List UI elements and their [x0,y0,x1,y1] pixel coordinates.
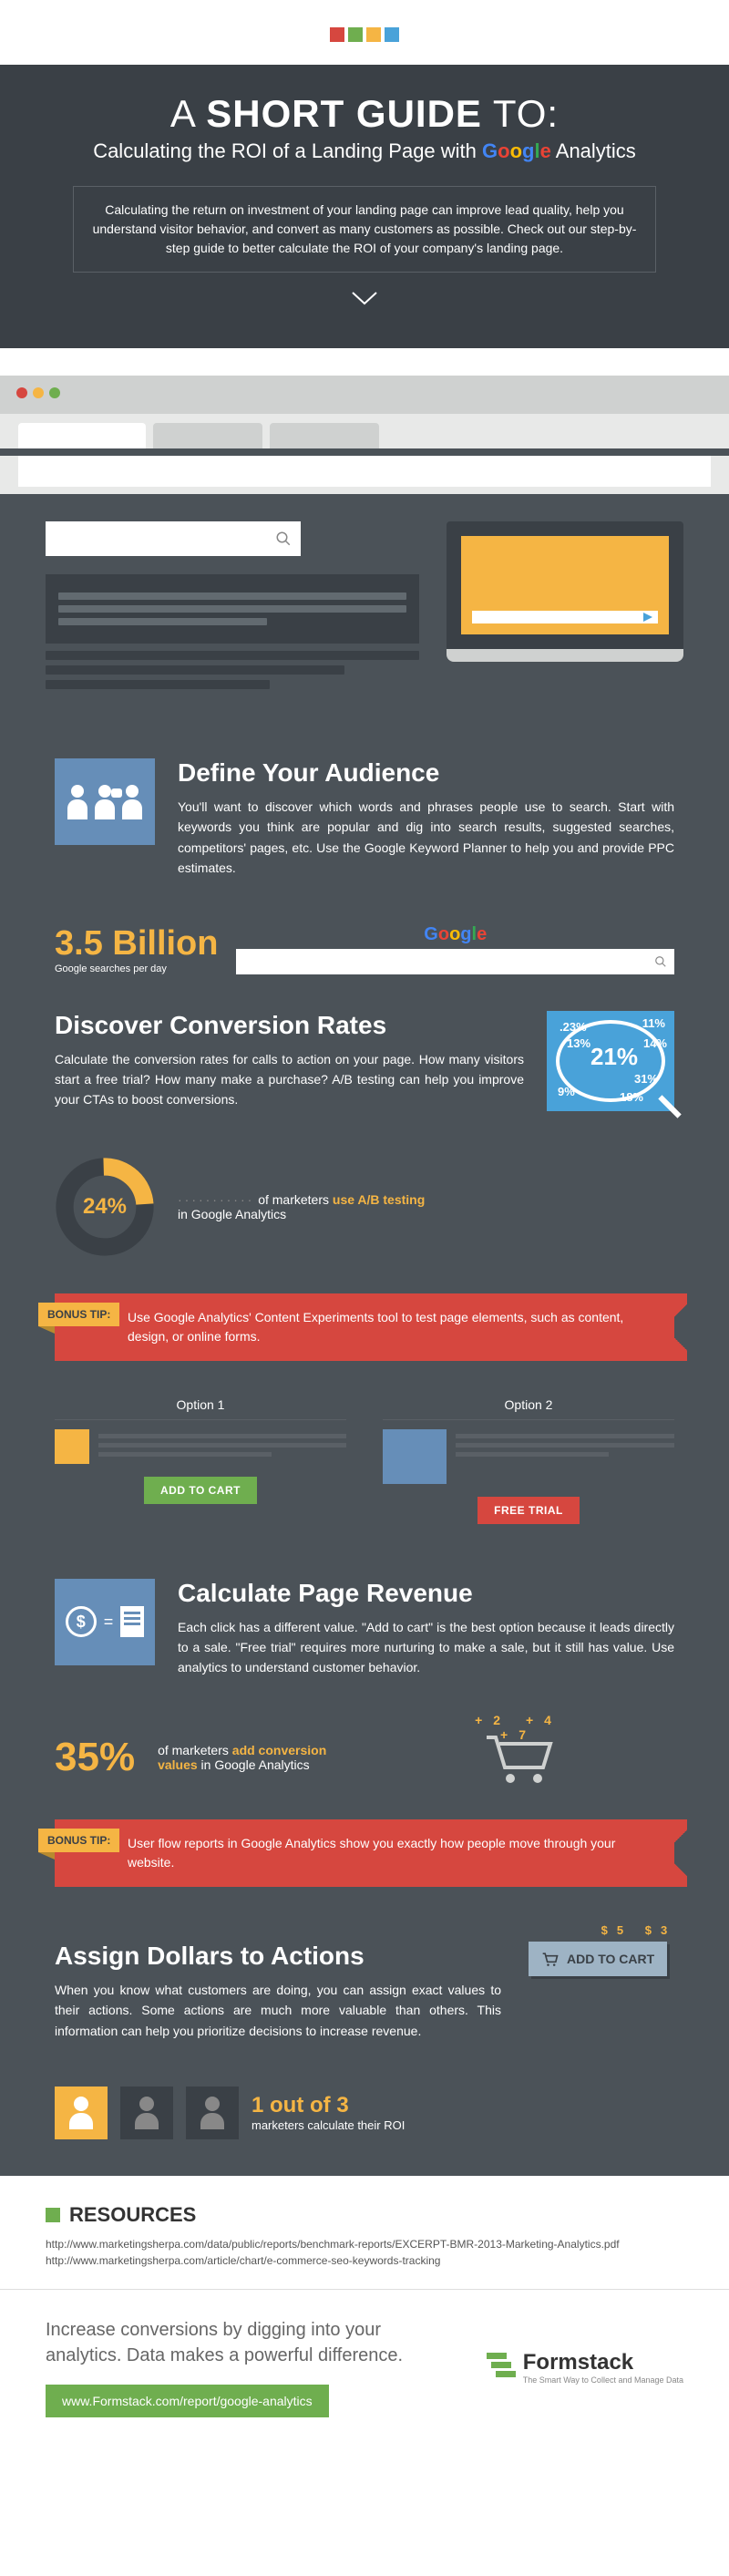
audience-body: You'll want to discover which words and … [178,797,674,879]
resource-link: http://www.marketingsherpa.com/data/publ… [46,2238,683,2251]
browser-tabs [0,414,729,448]
resource-link: http://www.marketingsherpa.com/article/c… [46,2254,683,2267]
resources-section: RESOURCES http://www.marketingsherpa.com… [0,2176,729,2289]
audience-icon [55,758,155,845]
option1-label: Option 1 [55,1397,346,1420]
options-row: Option 1 ADD TO CART Option 2 FREE TRIAL [0,1388,729,1551]
person-icon [120,2087,173,2139]
google-searchbar-icon [236,949,674,974]
resources-title: RESOURCES [46,2203,683,2227]
cart-icon: +2 +4 +7 [363,1724,674,1792]
google-logo: Google [236,924,674,945]
add-to-cart-badge: $5 $3 ADD TO CART [529,1942,667,1976]
donut-chart: 24% [55,1157,155,1257]
subtitle: Calculating the ROI of a Landing Page wi… [36,139,693,163]
person-icon [186,2087,239,2139]
color-dots [0,0,729,65]
assign-title: Assign Dollars to Actions [55,1942,501,1971]
bonus-tip-1: BONUS TIP: Use Google Analytics' Content… [55,1293,674,1361]
bonus-tip-2: BONUS TIP: User flow reports in Google A… [55,1819,674,1887]
magnifier-percents-icon: 21% .23% 11% 13% 14% 31% 9% 18% [547,1011,674,1111]
conversion-body: Calculate the conversion rates for calls… [55,1049,524,1110]
traffic-lights [16,386,713,403]
revenue-body: Each click has a different value. "Add t… [178,1617,674,1678]
person-icon [55,2087,108,2139]
free-trial-button[interactable]: FREE TRIAL [477,1497,580,1524]
section-assign: Assign Dollars to Actions When you know … [0,1914,729,2068]
chevron-down-icon [36,291,693,312]
footer-tagline: Increase conversions by digging into you… [46,2317,459,2368]
section-revenue: $= Calculate Page Revenue Each click has… [0,1551,729,1705]
header: A SHORT GUIDE TO: Calculating the ROI of… [0,65,729,348]
footer-url-button[interactable]: www.Formstack.com/report/google-analytic… [46,2385,329,2417]
main-title: A SHORT GUIDE TO: [36,92,693,136]
donut-stat: 24% ··········· of marketers use A/B tes… [0,1129,729,1284]
option2-label: Option 2 [383,1397,674,1420]
section-conversion: Discover Conversion Rates Calculate the … [0,993,729,1129]
assign-body: When you know what customers are doing, … [55,1980,501,2041]
people-stat: 1 out of 3 marketers calculate their ROI [0,2068,729,2176]
google-word: Google [482,139,551,162]
laptop-icon [447,521,683,662]
formstack-logo: Formstack The Smart Way to Collect and M… [487,2350,683,2385]
revenue-title: Calculate Page Revenue [178,1579,674,1608]
stat-searches: 3.5 Billion Google searches per day Goog… [0,906,729,993]
audience-title: Define Your Audience [178,758,674,788]
revenue-icon: $= [55,1579,155,1665]
intro-text: Calculating the return on investment of … [73,186,656,273]
footer: Increase conversions by digging into you… [0,2289,729,2463]
conversion-title: Discover Conversion Rates [55,1011,524,1040]
stat-conversion-values: 35% of marketers add conversion values i… [0,1705,729,1810]
browser-mockup: Define Your Audience You'll want to disc… [0,376,729,2176]
section-audience: Define Your Audience You'll want to disc… [0,731,729,906]
search-field-icon [46,521,301,556]
add-to-cart-button[interactable]: ADD TO CART [144,1477,257,1504]
